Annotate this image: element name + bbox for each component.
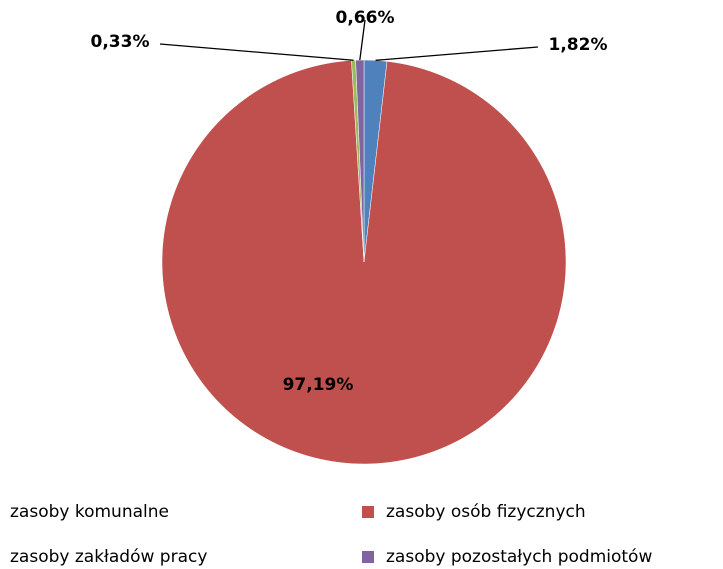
- legend-label: zasoby osób fizycznych: [386, 502, 586, 522]
- data-label: 1,82%: [549, 35, 608, 55]
- pie-slice: [161, 60, 567, 465]
- data-label: 97,19%: [283, 375, 354, 395]
- data-label: 0,33%: [91, 32, 150, 52]
- leader-line: [359, 19, 366, 61]
- legend-marker: [362, 551, 374, 563]
- legend-label: zasoby komunalne: [10, 502, 169, 522]
- data-label: 0,66%: [336, 8, 395, 28]
- leader-line: [375, 46, 539, 61]
- legend-label: zasoby pozostałych podmiotów: [386, 547, 652, 567]
- legend-label: zasoby zakładów pracy: [10, 547, 207, 567]
- leader-line: [159, 43, 354, 61]
- legend-marker: [362, 506, 374, 518]
